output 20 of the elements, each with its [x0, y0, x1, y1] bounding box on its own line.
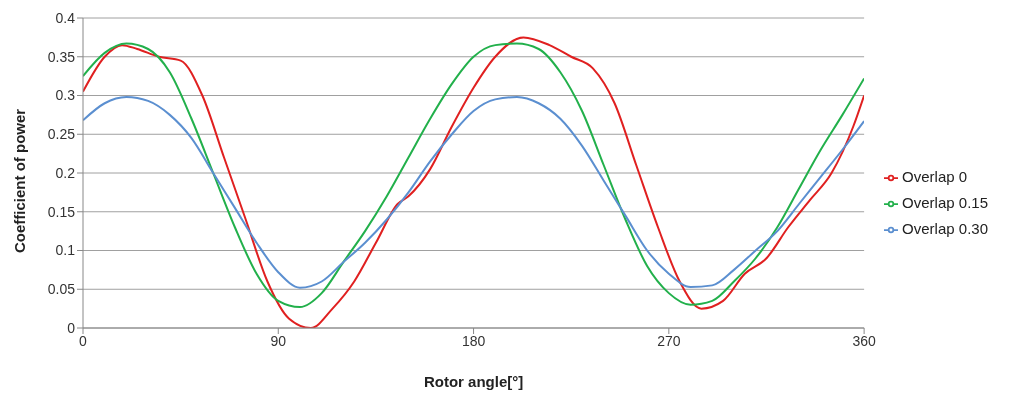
x-tick-label: 0 [79, 332, 88, 349]
x-tick-label: 90 [270, 332, 287, 349]
legend-label: Overlap 0.30 [902, 220, 988, 237]
y-tick-label: 0.15 [47, 203, 76, 220]
line-series [83, 96, 865, 289]
x-tick-label: 360 [852, 332, 876, 349]
y-tick-label: 0.35 [47, 48, 76, 65]
y-axis-title: Coefficient of power [11, 108, 29, 253]
legend-label: Overlap 0.15 [902, 194, 988, 211]
x-tick-label: 180 [461, 332, 486, 349]
y-tick-label: 0.1 [55, 242, 76, 259]
y-tick-label: 0.3 [55, 87, 76, 104]
legend-label: Overlap 0 [902, 168, 968, 185]
x-tick-label: 270 [657, 332, 681, 349]
y-tick-label: 0.4 [55, 9, 76, 26]
y-tick-label: 0.2 [55, 164, 76, 181]
x-axis-title: Rotor angle[°] [423, 372, 524, 390]
y-tick-label: 0.25 [47, 126, 76, 143]
y-tick-label: 0 [67, 319, 76, 336]
y-tick-label: 0.05 [47, 281, 76, 298]
